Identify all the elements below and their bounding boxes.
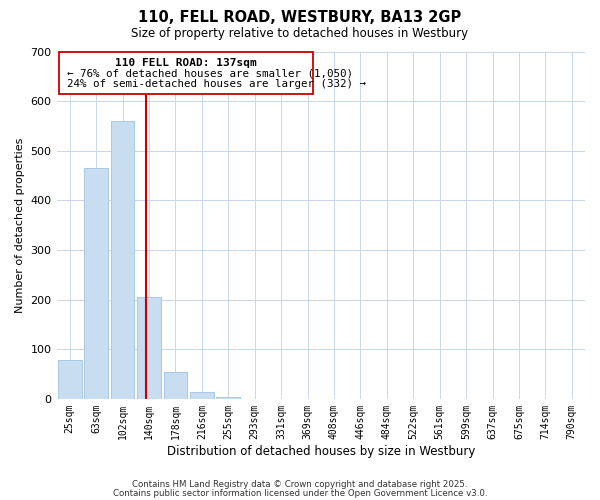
Bar (137, 297, 161, 399)
Bar (84, 168, 108, 399)
Text: 24% of semi-detached houses are larger (332) →: 24% of semi-detached houses are larger (… (67, 80, 366, 90)
Bar (111, 121, 134, 399)
Bar (190, 392, 214, 399)
Text: Contains HM Land Registry data © Crown copyright and database right 2025.: Contains HM Land Registry data © Crown c… (132, 480, 468, 489)
Y-axis label: Number of detached properties: Number of detached properties (15, 138, 25, 313)
Text: 110 FELL ROAD: 137sqm: 110 FELL ROAD: 137sqm (115, 58, 257, 68)
X-axis label: Distribution of detached houses by size in Westbury: Distribution of detached houses by size … (167, 444, 475, 458)
Bar (58, 360, 82, 399)
Text: Size of property relative to detached houses in Westbury: Size of property relative to detached ho… (131, 28, 469, 40)
Bar (217, 398, 240, 399)
Bar (164, 372, 187, 399)
FancyBboxPatch shape (59, 52, 313, 94)
Text: ← 76% of detached houses are smaller (1,050): ← 76% of detached houses are smaller (1,… (67, 69, 353, 79)
Text: 110, FELL ROAD, WESTBURY, BA13 2GP: 110, FELL ROAD, WESTBURY, BA13 2GP (139, 10, 461, 25)
Text: Contains public sector information licensed under the Open Government Licence v3: Contains public sector information licen… (113, 488, 487, 498)
